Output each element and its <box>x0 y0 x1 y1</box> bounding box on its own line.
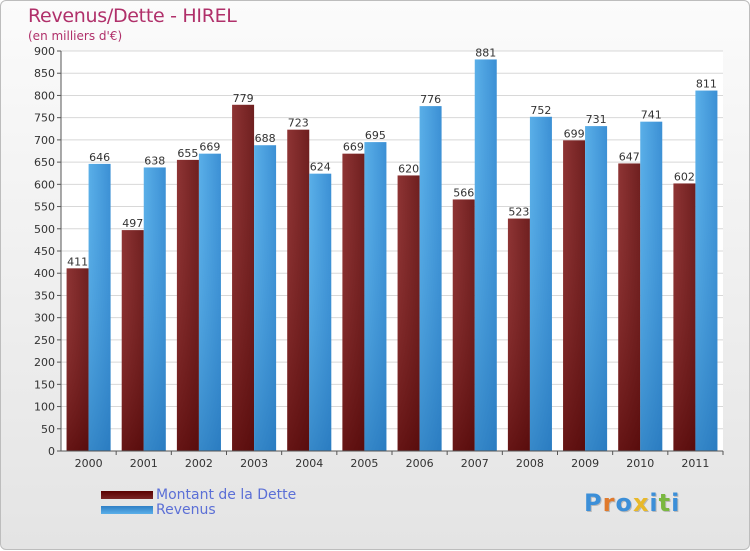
data-label-revenus: 811 <box>696 78 717 91</box>
y-tick-label: 50 <box>41 423 55 436</box>
data-label-revenus: 695 <box>365 129 386 142</box>
x-tick-label: 2004 <box>295 457 323 470</box>
x-tick-label: 2007 <box>461 457 489 470</box>
y-tick-label: 300 <box>34 312 55 325</box>
bar-revenus-shade <box>695 90 718 452</box>
bar-dette-shade <box>673 183 696 451</box>
y-tick-label: 100 <box>34 401 55 414</box>
data-label-revenus: 731 <box>586 113 607 126</box>
bar-revenus-shade <box>88 163 111 451</box>
data-label-dette: 602 <box>674 170 695 183</box>
bar-dette-shade <box>397 175 420 451</box>
data-label-dette: 566 <box>453 186 474 199</box>
bar-dette-shade <box>176 159 199 451</box>
y-tick-label: 600 <box>34 178 55 191</box>
data-label-dette: 411 <box>67 255 88 268</box>
bar-revenus-shade <box>419 106 442 451</box>
legend-item-revenus: Revenus <box>101 502 361 518</box>
data-label-dette: 620 <box>398 162 419 175</box>
bar-revenus-shade <box>143 167 166 451</box>
y-tick-label: 150 <box>34 378 55 391</box>
x-tick-label: 2000 <box>75 457 103 470</box>
y-tick-label: 450 <box>34 245 55 258</box>
x-tick-label: 2001 <box>130 457 158 470</box>
data-label-dette: 523 <box>508 206 529 219</box>
legend-swatch-revenus <box>101 506 153 514</box>
x-tick-label: 2011 <box>681 457 709 470</box>
bar-dette-shade <box>342 153 365 451</box>
logo-letter: r <box>602 489 616 517</box>
bar-revenus-shade <box>254 145 277 451</box>
y-tick-label: 200 <box>34 356 55 369</box>
y-tick-label: 550 <box>34 201 55 214</box>
bar-revenus-shade <box>640 121 663 452</box>
data-label-dette: 699 <box>564 127 585 140</box>
legend-label-dette: Montant de la Dette <box>156 487 297 503</box>
bar-dette-shade <box>287 129 310 451</box>
x-tick-label: 2008 <box>516 457 544 470</box>
data-label-revenus: 624 <box>310 161 331 174</box>
x-tick-label: 2006 <box>406 457 434 470</box>
bar-revenus-shade <box>585 126 608 451</box>
data-label-revenus: 881 <box>475 46 496 59</box>
data-label-dette: 655 <box>177 147 198 160</box>
logo-letter: P <box>584 489 603 517</box>
data-label-dette: 497 <box>122 217 143 230</box>
x-tick-label: 2009 <box>571 457 599 470</box>
bar-dette-shade <box>563 140 586 452</box>
data-label-revenus: 646 <box>89 151 110 164</box>
data-label-revenus: 752 <box>530 104 551 117</box>
logo-letter: i <box>649 489 659 517</box>
data-label-dette: 669 <box>343 141 364 154</box>
data-label-revenus: 741 <box>641 109 662 122</box>
logo-letter: x <box>632 489 650 517</box>
chart-title: Revenus/Dette - HIREL <box>28 5 237 27</box>
y-tick-label: 650 <box>34 156 55 169</box>
proxiti-logo: Proxiti <box>584 489 680 517</box>
bar-dette-shade <box>232 104 255 452</box>
data-label-dette: 723 <box>288 117 309 130</box>
y-tick-label: 850 <box>34 67 55 80</box>
y-tick-label: 700 <box>34 134 55 147</box>
logo-letter: i <box>671 489 681 517</box>
y-tick-label: 900 <box>34 45 55 58</box>
y-tick-label: 750 <box>34 112 55 125</box>
bar-dette-shade <box>507 218 530 451</box>
bar-dette-shade <box>452 199 475 451</box>
y-tick-label: 800 <box>34 89 55 102</box>
bar-dette-shade <box>121 230 144 451</box>
data-label-dette: 647 <box>619 150 640 163</box>
logo-letter: t <box>658 489 672 517</box>
bar-revenus-shade <box>474 59 497 451</box>
bar-revenus-shade <box>364 142 387 451</box>
data-label-dette: 779 <box>233 92 254 105</box>
legend-label-revenus: Revenus <box>156 502 216 518</box>
x-tick-label: 2010 <box>626 457 654 470</box>
x-tick-label: 2003 <box>240 457 268 470</box>
y-tick-label: 250 <box>34 334 55 347</box>
chart-subtitle: (en milliers d'€) <box>28 29 123 43</box>
chart-legend: Montant de la Dette Revenus <box>101 487 361 518</box>
data-label-revenus: 638 <box>144 154 165 167</box>
x-tick-label: 2005 <box>350 457 378 470</box>
legend-item-dette: Montant de la Dette <box>101 487 361 503</box>
data-label-revenus: 688 <box>255 132 276 145</box>
bar-revenus-shade <box>198 153 221 451</box>
x-tick-label: 2002 <box>185 457 213 470</box>
legend-swatch-dette <box>101 491 153 499</box>
y-tick-label: 500 <box>34 223 55 236</box>
bar-dette-shade <box>618 163 641 451</box>
bar-dette-shade <box>66 268 89 451</box>
logo-letter: o <box>615 489 633 517</box>
y-tick-label: 0 <box>48 445 55 458</box>
data-label-revenus: 669 <box>199 141 220 154</box>
y-tick-label: 400 <box>34 267 55 280</box>
y-tick-label: 350 <box>34 289 55 302</box>
data-label-revenus: 776 <box>420 93 441 106</box>
bar-revenus-shade <box>529 116 552 452</box>
bar-revenus-shade <box>309 173 332 451</box>
